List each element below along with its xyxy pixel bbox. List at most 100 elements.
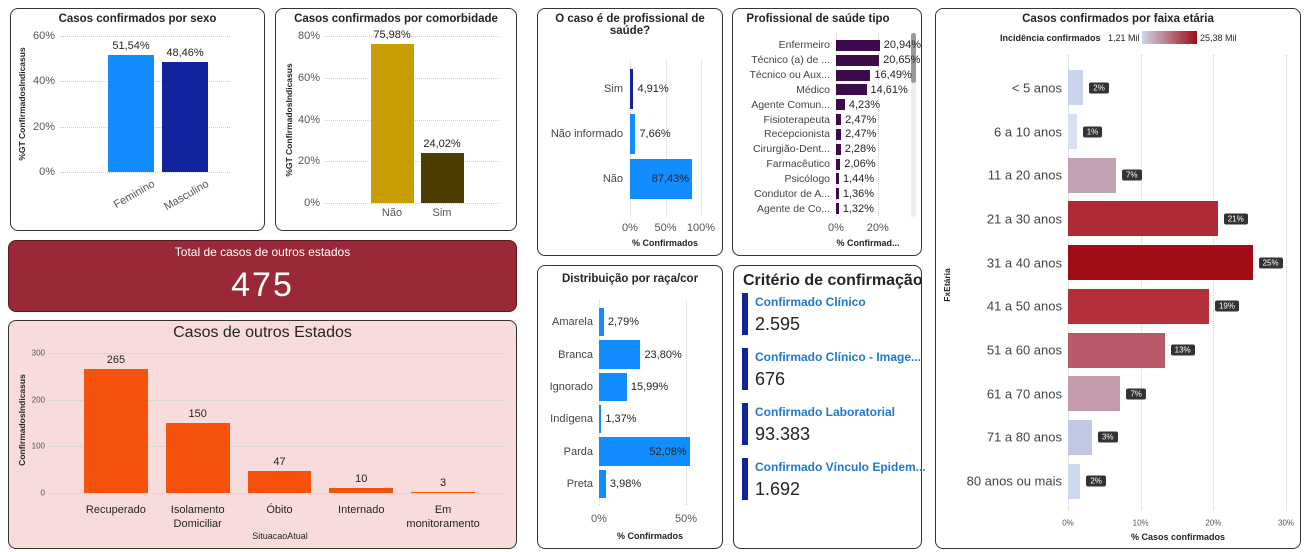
x-tick-label: Isolamento Domiciliar — [170, 504, 225, 530]
x-tick-label: Recuperado — [85, 504, 146, 516]
y-axis-title: FxEtária — [942, 268, 952, 302]
criteria-item: Confirmado Laboratorial 93.383 — [742, 403, 917, 447]
bar — [836, 158, 841, 170]
data-label: 10 — [355, 473, 368, 486]
grid-line — [701, 60, 702, 215]
criteria-title: Critério de confirmação — [743, 272, 923, 289]
bar — [836, 39, 880, 51]
legend-max: 25,38 Mil — [1200, 33, 1237, 43]
data-label: 15,99% — [630, 380, 669, 393]
data-label: 24,02% — [423, 137, 461, 150]
data-label: 52,08% — [649, 445, 687, 458]
bar — [411, 491, 475, 493]
y-tick-label: Enfermeiro — [778, 39, 830, 52]
x-axis-title: SituacaoAtual — [252, 531, 308, 541]
panel-sexo — [10, 8, 265, 231]
panel-profissional — [537, 8, 723, 256]
bar — [1068, 157, 1116, 193]
bar — [630, 68, 634, 109]
data-label: 2,79% — [607, 316, 640, 329]
data-label: 150 — [188, 408, 207, 420]
marker — [742, 348, 748, 390]
scrollbar-track[interactable] — [911, 33, 916, 217]
bar — [599, 307, 604, 337]
criteria-label: Confirmado Laboratorial — [755, 405, 896, 419]
criteria-label: Confirmado Vínculo Epidem... — [755, 460, 926, 474]
x-axis-title: % Casos confirmados — [1130, 532, 1226, 542]
bar — [836, 128, 842, 140]
bar — [329, 488, 394, 493]
bar — [83, 369, 148, 493]
legend-min: 1,21 Mil — [1108, 33, 1140, 43]
bar — [599, 404, 602, 434]
data-label: 23,80% — [644, 348, 682, 361]
x-tick-label: Em monitoramento — [406, 504, 480, 530]
y-tick-label: 31 a 40 anos — [986, 255, 1062, 271]
bar — [1068, 245, 1253, 281]
y-tick-label: 80% — [297, 30, 320, 42]
bar — [370, 44, 414, 203]
y-axis-title: %GT ConfirmadosIndicasus — [17, 47, 27, 161]
y-tick-label: 300 — [31, 348, 45, 358]
y-tick-label: 11 a 20 anos — [987, 167, 1062, 183]
panel-raca — [537, 265, 723, 549]
criteria-value: 676 — [755, 369, 786, 389]
y-tick-label: 71 a 80 anos — [986, 429, 1062, 445]
data-label: 7,66% — [639, 128, 671, 140]
grid-line — [686, 300, 688, 505]
y-tick-label: 40% — [32, 75, 55, 88]
y-tick-label: 0% — [304, 197, 320, 209]
bar — [836, 99, 845, 111]
card-title: Total de casos de outros estados — [174, 245, 351, 259]
y-tick-label: 60% — [32, 30, 55, 42]
chart-title: Distribuição por raça/cor — [561, 273, 699, 285]
y-tick-label: Cirurgião-Dent... — [752, 143, 830, 156]
y-tick-label: 0 — [40, 488, 45, 498]
marker — [742, 458, 748, 500]
bar — [836, 143, 841, 155]
bar — [247, 471, 312, 493]
y-tick-label: Sim — [604, 82, 623, 95]
data-label: 4,91% — [637, 82, 669, 95]
y-tick-label: Não — [602, 173, 623, 186]
data-label: 75,98% — [373, 29, 411, 42]
data-label: 265 — [106, 354, 126, 367]
grid-line — [877, 34, 879, 216]
y-tick-label: Condutor de A... — [754, 187, 830, 200]
y-tick-label: 100 — [31, 441, 45, 451]
bar — [599, 469, 606, 499]
grid-line — [599, 300, 600, 505]
bar — [599, 437, 690, 466]
grid-line — [50, 493, 505, 494]
grid-line — [50, 399, 505, 401]
y-tick-label: Não informado — [550, 128, 623, 140]
data-label: 1% — [1082, 126, 1103, 138]
y-tick-label: 80 anos ou mais — [966, 473, 1062, 489]
y-tick-label: 0% — [39, 166, 55, 178]
x-tick-label: 0% — [591, 513, 607, 525]
criteria-value: 2.595 — [755, 314, 801, 334]
bar — [836, 69, 871, 81]
scrollbar-thumb[interactable] — [911, 33, 916, 83]
grid-line — [325, 203, 500, 204]
bar — [836, 84, 867, 96]
y-tick-label: Indígena — [550, 413, 593, 426]
data-label: 2,47% — [845, 128, 877, 141]
y-tick-label: 41 a 50 anos — [986, 298, 1062, 314]
legend-gradient — [1142, 31, 1197, 44]
x-tick-label: 100% — [686, 222, 716, 234]
criteria-item: Confirmado Clínico 2.595 — [742, 293, 917, 337]
y-tick-label: 20% — [32, 120, 55, 133]
y-tick-label: Parda — [563, 445, 593, 458]
x-tick-label: Não — [381, 207, 403, 219]
bar — [1068, 70, 1084, 106]
y-tick-label: Técnico (a) de ... — [751, 54, 830, 67]
y-tick-label: 60% — [297, 71, 320, 84]
y-tick-label: 40% — [297, 113, 320, 126]
panel-faixa — [935, 8, 1301, 549]
grid-line — [325, 36, 500, 37]
bar — [1068, 463, 1081, 499]
y-tick-label: 21 a 30 anos — [986, 211, 1062, 227]
y-tick-label: 51 a 60 anos — [986, 342, 1062, 358]
x-axis-title: % Confirmados — [631, 238, 699, 248]
